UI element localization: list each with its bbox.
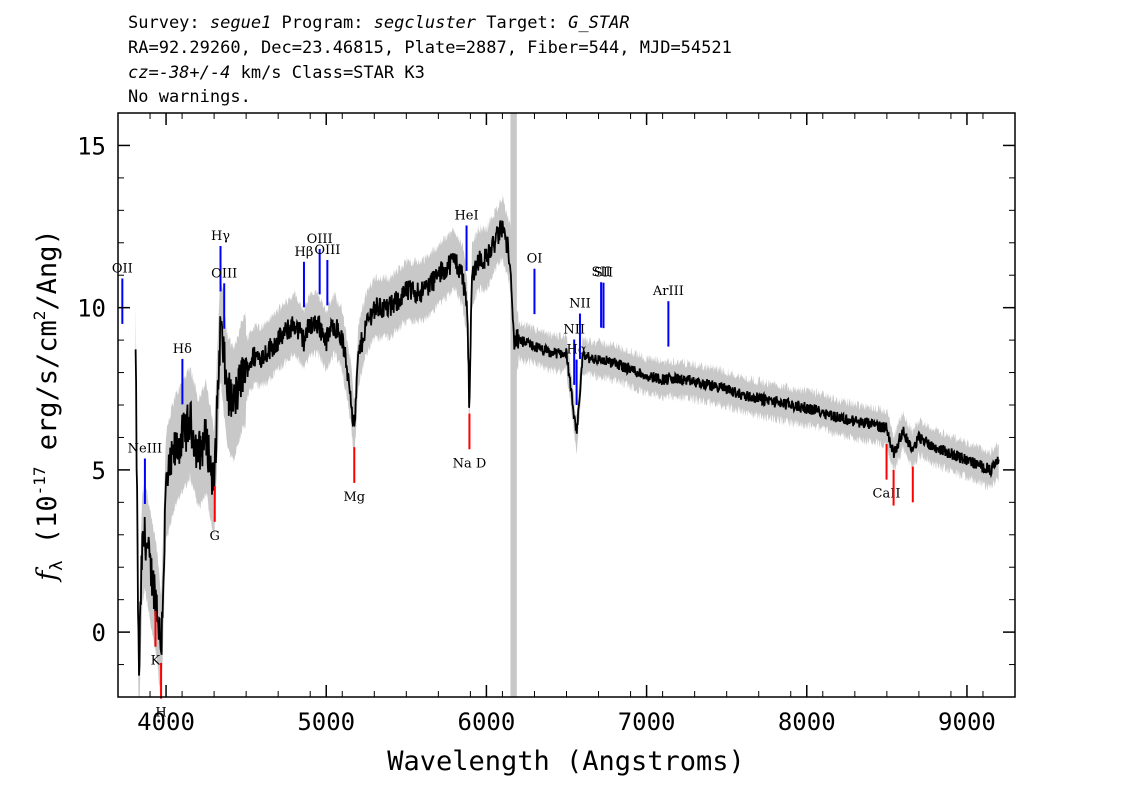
- emission-line-label: NeIII: [128, 442, 162, 457]
- emission-line-label: OI: [527, 252, 543, 267]
- header-line-1: Survey: segue1 Program: segcluster Targe…: [128, 13, 630, 33]
- header-span: segcluster: [374, 13, 477, 33]
- x-tick-label: 5000: [297, 708, 355, 736]
- y-axis-title-part: -17: [30, 467, 49, 496]
- header-span: segue1: [210, 13, 271, 33]
- absorption-line-label: K: [151, 654, 161, 669]
- header-span: G_STAR: [568, 13, 629, 33]
- absorption-line-label: Na D: [453, 456, 487, 471]
- emission-line-label: Hα: [567, 343, 587, 358]
- bad-pixel-band: [510, 113, 517, 697]
- y-tick-label: 15: [77, 132, 106, 160]
- emission-line-label: OIII: [307, 232, 333, 247]
- y-axis-title-part: λ: [47, 560, 67, 570]
- y-tick-label: 10: [77, 295, 106, 323]
- header-line-3: cz=-38+/-4 km/s Class=STAR K3: [128, 63, 425, 83]
- absorption-line-label: Mg: [343, 490, 365, 505]
- emission-line-label: Hβ: [295, 245, 314, 260]
- emission-line-label: OIII: [314, 243, 340, 258]
- plot-area: [134, 113, 1000, 697]
- emission-line-label: SII: [594, 266, 613, 281]
- plot-frame: [117, 112, 1016, 698]
- x-tick-label: 4000: [137, 708, 195, 736]
- emission-line-label: NII: [563, 322, 585, 337]
- emission-line-label: OII: [112, 261, 133, 276]
- emission-line-label: NII: [569, 297, 591, 312]
- emission-line-label: Hδ: [173, 342, 192, 357]
- y-axis-title: fλ (10-17 erg/s/cm2/Ang): [30, 229, 67, 582]
- y-axis-title-part: /Ang): [32, 229, 63, 310]
- emission-line-label: Hγ: [211, 229, 230, 244]
- y-axis-title-part: (10: [32, 495, 63, 560]
- y-axis-title-part: erg/s/cm: [32, 320, 63, 466]
- header-span: Survey:: [128, 13, 210, 33]
- header-line-2: RA=92.29260, Dec=23.46815, Plate=2887, F…: [128, 38, 732, 58]
- y-axis-title-part: 2: [30, 311, 49, 321]
- y-tick-label: 5: [92, 457, 106, 485]
- x-tick-label: 8000: [778, 708, 836, 736]
- x-tick-label: 6000: [458, 708, 516, 736]
- header-span: Target:: [476, 13, 568, 33]
- absorption-line-label: G: [210, 529, 220, 544]
- error-envelope: [135, 193, 999, 697]
- emission-line-label: ArIII: [652, 284, 684, 299]
- header-line-4: No warnings.: [128, 87, 251, 107]
- x-tick-label: 9000: [938, 708, 996, 736]
- absorption-line-label: H: [155, 706, 166, 721]
- header-span: cz=-38+/-4: [128, 63, 230, 83]
- axis-ticks: 4000 5000 6000 7000 8000 9000 0 5 10 15: [77, 112, 1016, 736]
- emission-line-label: HeI: [454, 208, 478, 223]
- flux-series: [134, 220, 1000, 676]
- header-span: Program:: [271, 13, 373, 33]
- absorption-line-label: CaII: [873, 487, 901, 502]
- emission-line-label: SII: [592, 265, 611, 280]
- emission-line-label: OIII: [211, 266, 237, 281]
- spectral-line-markers: OIINeIIIHδHγOIIIHβOIIIOIIIHeIOINIIHαNIIS…: [112, 208, 914, 721]
- y-tick-label: 0: [92, 619, 106, 647]
- x-tick-label: 7000: [618, 708, 676, 736]
- header-span: km/s Class=STAR K3: [230, 63, 424, 83]
- x-axis-title: Wavelength (Angstroms): [387, 746, 745, 777]
- y-axis-title-part: f: [32, 567, 63, 583]
